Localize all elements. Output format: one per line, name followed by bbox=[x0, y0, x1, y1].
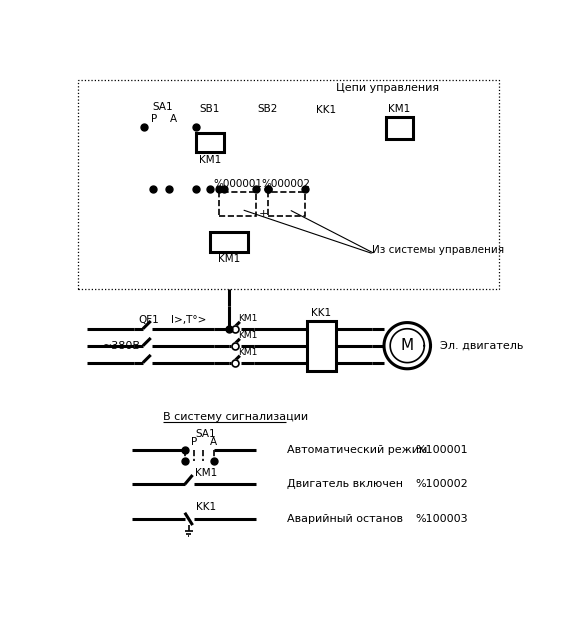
Text: Из системы управления: Из системы управления bbox=[373, 245, 504, 255]
Text: Аварийный останов: Аварийный останов bbox=[287, 514, 403, 524]
Text: +: + bbox=[259, 209, 269, 219]
Text: %000002: %000002 bbox=[262, 179, 311, 189]
Text: %100002: %100002 bbox=[415, 480, 468, 490]
Text: SA1: SA1 bbox=[153, 102, 173, 112]
Bar bbox=[306, 321, 336, 371]
Text: KM1: KM1 bbox=[199, 155, 220, 165]
Text: KK1: KK1 bbox=[196, 503, 216, 513]
Text: KM1: KM1 bbox=[388, 103, 411, 114]
Text: В систему сигнализации: В систему сигнализации bbox=[163, 412, 308, 422]
Bar bbox=[210, 233, 249, 252]
Bar bbox=[78, 80, 499, 289]
Text: SB1: SB1 bbox=[200, 103, 220, 114]
Bar bbox=[268, 192, 305, 216]
Text: KM1: KM1 bbox=[238, 314, 257, 323]
Text: KK1: KK1 bbox=[311, 307, 332, 318]
Text: Двигатель включен: Двигатель включен bbox=[287, 480, 403, 490]
Text: M: M bbox=[401, 338, 414, 353]
Text: P: P bbox=[151, 114, 157, 124]
Text: %100003: %100003 bbox=[415, 514, 468, 524]
Text: Автоматический режим: Автоматический режим bbox=[287, 445, 427, 455]
Text: %100001: %100001 bbox=[415, 445, 468, 455]
Text: KM1: KM1 bbox=[218, 254, 240, 264]
Text: KM1: KM1 bbox=[195, 468, 217, 478]
Bar bbox=[219, 192, 256, 216]
Text: A: A bbox=[169, 114, 177, 124]
Text: SA1: SA1 bbox=[195, 429, 216, 439]
Bar bbox=[387, 117, 413, 139]
Text: QF1: QF1 bbox=[139, 315, 159, 325]
Text: I>,T°>: I>,T°> bbox=[171, 315, 206, 325]
Text: A: A bbox=[210, 437, 217, 447]
Text: Эл. двигатель: Эл. двигатель bbox=[440, 341, 523, 351]
Text: KM1: KM1 bbox=[238, 348, 257, 357]
Text: SB2: SB2 bbox=[257, 103, 278, 114]
Text: KM1: KM1 bbox=[238, 331, 257, 340]
Text: Цепи управления: Цепи управления bbox=[336, 83, 439, 93]
Bar bbox=[196, 133, 224, 152]
Text: P: P bbox=[191, 437, 197, 447]
Text: KK1: KK1 bbox=[316, 105, 336, 115]
Text: ~380В: ~380В bbox=[103, 341, 141, 351]
Text: %000001: %000001 bbox=[213, 179, 262, 189]
